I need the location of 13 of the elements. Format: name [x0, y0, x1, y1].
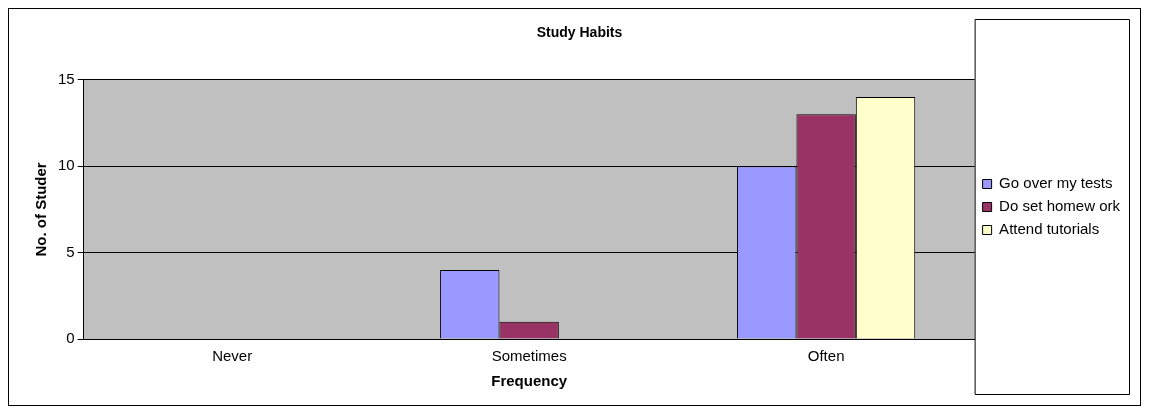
legend-label: Go over my tests — [999, 174, 1113, 192]
legend-label: Attend tutorials — [999, 220, 1100, 238]
x-tick-label: Often — [807, 347, 845, 365]
y-tick-label: 0 — [66, 329, 75, 347]
y-tick-label: 15 — [58, 69, 75, 87]
y-axis-title: No. of Studer — [32, 162, 50, 257]
legend-label: Do set homew ork — [999, 197, 1121, 215]
y-tick-label: 5 — [66, 242, 75, 260]
y-tick-label: 10 — [58, 156, 75, 174]
x-axis-title: Frequency — [491, 372, 568, 390]
chart-title: Study Habits — [536, 24, 623, 41]
x-tick-label: Never — [212, 347, 253, 365]
x-tick-label: Sometimes — [491, 347, 567, 365]
